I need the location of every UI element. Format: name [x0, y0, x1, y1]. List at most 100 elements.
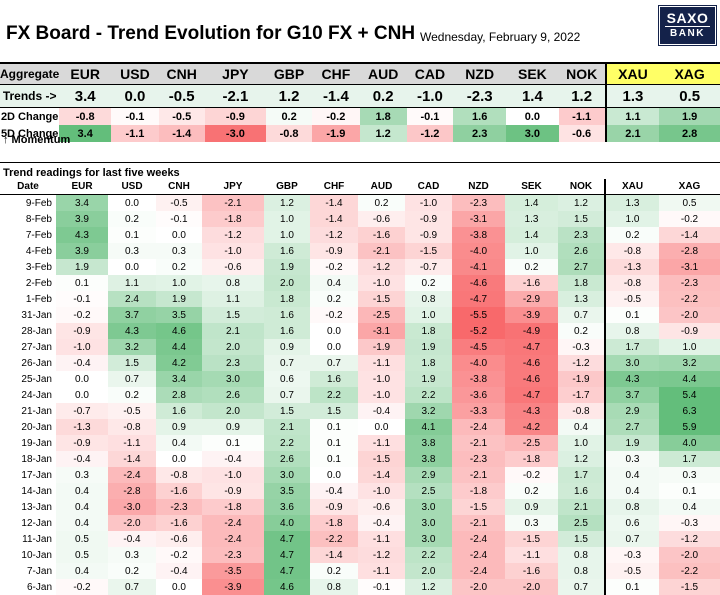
- date-cell: 31-Jan: [21, 309, 52, 321]
- value-cell: 0.1: [604, 307, 659, 323]
- value-cell: 1.5: [558, 211, 605, 227]
- value-cell: 2.0: [264, 275, 310, 291]
- value-cell: -2.0: [659, 547, 720, 563]
- value-cell: -0.3: [558, 339, 605, 355]
- value-cell: 4.3: [604, 371, 659, 387]
- value-cell: -0.2: [56, 579, 108, 595]
- table-row: 21-Jan -0.7 -0.5 1.6 2.0 1.5 1.5 -0.4 3.2 -3.3 -4.…: [0, 403, 720, 419]
- value-cell: -4.1: [452, 259, 505, 275]
- value-cell: 1.9: [156, 291, 202, 307]
- table-row: 10-Jan 0.5 0.3 -0.2 -2.3 4.7 -1.4 -1.2 2.2 -2.4 -1…: [0, 547, 720, 563]
- value-cell: 3.9: [56, 211, 108, 227]
- currency-header-eur: EUR: [59, 62, 112, 85]
- currency-header-aud: AUD: [359, 62, 407, 85]
- date-cell: 25-Jan: [21, 373, 52, 385]
- column-header-xau: XAU: [604, 179, 659, 195]
- date-cell: 12-Jan: [21, 517, 52, 529]
- value-cell: 1.0: [558, 435, 605, 451]
- aggregate-cell: 0.0: [506, 107, 559, 125]
- value-cell: -0.9: [659, 323, 720, 339]
- value-cell: 0.2: [505, 483, 558, 499]
- value-cell: 1.7: [659, 451, 720, 467]
- value-cell: -2.1: [452, 435, 505, 451]
- value-cell: -1.3: [604, 259, 659, 275]
- table-row: 2-Feb 0.1 1.1 1.0 0.8 2.0 0.4 -1.0 0.2 -4.6 -1.6 1.…: [0, 275, 720, 291]
- value-cell: 4.0: [264, 515, 310, 531]
- value-cell: 1.4: [505, 194, 558, 211]
- value-cell: 0.3: [108, 243, 156, 259]
- value-cell: -3.3: [452, 403, 505, 419]
- aggregate-cell: 1.3: [604, 84, 660, 108]
- column-header-chf: CHF: [310, 179, 358, 195]
- aggregate-cell: -1.1: [558, 107, 606, 125]
- value-cell: -0.1: [56, 291, 108, 307]
- value-cell: 0.7: [604, 531, 659, 547]
- value-cell: 1.5: [202, 307, 264, 323]
- value-cell: -2.8: [659, 243, 720, 259]
- value-cell: 1.5: [558, 531, 605, 547]
- value-cell: -1.8: [202, 211, 264, 227]
- value-cell: -2.3: [452, 194, 505, 211]
- value-cell: -3.9: [202, 579, 264, 595]
- value-cell: -0.4: [310, 483, 358, 499]
- value-cell: -2.9: [505, 291, 558, 307]
- value-cell: 1.0: [604, 211, 659, 227]
- value-cell: -3.1: [659, 259, 720, 275]
- aggregate-cell: -1.9: [311, 125, 360, 142]
- table-row: 9-Feb 3.4 0.0 -0.5 -2.1 1.2 -1.4 0.2 -1.0 -2.3 1.4…: [0, 194, 720, 211]
- value-cell: 4.7: [264, 531, 310, 547]
- value-cell: 0.7: [264, 355, 310, 371]
- value-cell: -2.2: [659, 563, 720, 579]
- aggregate-cell: -0.5: [158, 84, 205, 108]
- value-cell: 1.7: [558, 467, 605, 483]
- value-cell: -3.0: [108, 499, 156, 515]
- value-cell: 0.2: [108, 211, 156, 227]
- value-cell: -0.7: [405, 259, 452, 275]
- value-cell: -2.2: [310, 531, 358, 547]
- value-cell: 0.4: [310, 275, 358, 291]
- value-cell: -1.1: [358, 435, 405, 451]
- date-cell: 3-Feb: [25, 261, 52, 273]
- aggregate-cell: -0.1: [111, 107, 159, 125]
- value-cell: -2.3: [156, 499, 202, 515]
- value-cell: 3.8: [405, 435, 452, 451]
- aggregate-row-label: 2D Change: [0, 110, 59, 123]
- value-cell: 1.0: [405, 307, 452, 323]
- value-cell: -4.0: [452, 243, 505, 259]
- value-cell: -0.6: [358, 211, 405, 227]
- aggregate-table: Aggregate EUR USD CNH JPY GBP CHF AUD CAD NZD SEK N…: [0, 62, 720, 142]
- value-cell: 1.6: [264, 243, 310, 259]
- value-cell: -1.4: [659, 227, 720, 243]
- value-cell: -0.5: [108, 403, 156, 419]
- value-cell: 0.2: [108, 387, 156, 403]
- value-cell: 0.0: [156, 451, 202, 467]
- value-cell: 0.1: [604, 579, 659, 595]
- value-cell: -1.4: [310, 547, 358, 563]
- table-row: 4-Feb 3.9 0.3 0.3 -1.0 1.6 -0.9 -2.1 -1.5 -4.0 1.0…: [0, 243, 720, 259]
- value-cell: -0.5: [156, 194, 202, 211]
- value-cell: 4.4: [659, 371, 720, 387]
- value-cell: 2.1: [264, 419, 310, 435]
- column-header-aud: AUD: [358, 179, 405, 195]
- value-cell: -0.4: [56, 355, 108, 371]
- aggregate-cell: 1.8: [359, 107, 407, 125]
- value-cell: 5.9: [659, 419, 720, 435]
- value-cell: 0.2: [358, 194, 405, 211]
- date-cell: 9-Feb: [25, 197, 52, 209]
- value-cell: -1.6: [358, 227, 405, 243]
- aggregate-cell: -1.2: [406, 125, 454, 142]
- value-cell: 3.2: [108, 339, 156, 355]
- value-cell: 0.4: [56, 563, 108, 579]
- value-cell: 4.3: [108, 323, 156, 339]
- currency-header-jpy: JPY: [204, 62, 267, 85]
- aggregate-cell: 0.0: [111, 84, 159, 108]
- value-cell: -1.1: [108, 435, 156, 451]
- table-row: 27-Jan -1.0 3.2 4.4 2.0 0.9 0.0 -1.9 1.9 -4.5 -4.7…: [0, 339, 720, 355]
- date-cell: 21-Jan: [21, 405, 52, 417]
- value-cell: 0.7: [558, 579, 605, 595]
- date-cell: 24-Jan: [21, 389, 52, 401]
- value-cell: 3.8: [405, 451, 452, 467]
- aggregate-cell: 2.1: [604, 125, 660, 142]
- value-cell: -1.2: [310, 227, 358, 243]
- logo-divider: [665, 26, 710, 27]
